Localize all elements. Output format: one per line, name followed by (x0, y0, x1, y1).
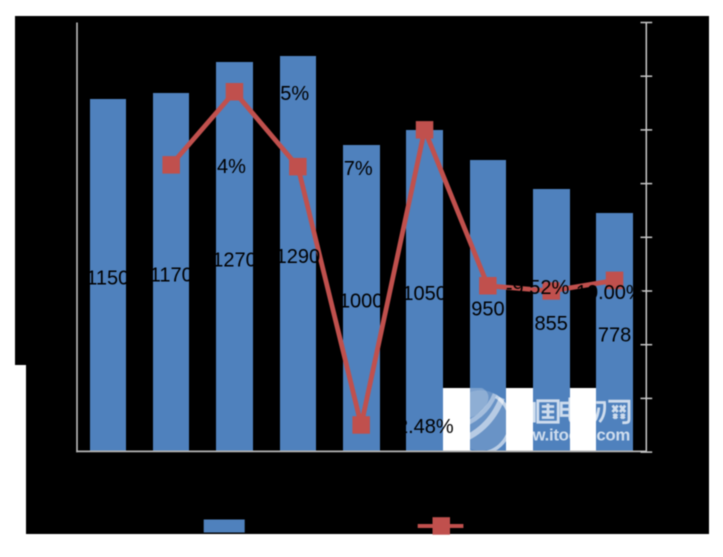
svg-text:1170: 1170 (150, 265, 193, 287)
svg-text:855: 855 (535, 313, 568, 335)
svg-text:778: 778 (598, 325, 631, 347)
svg-text:1150: 1150 (86, 268, 129, 290)
svg-text:-10.00%: -10.00% (569, 282, 644, 304)
svg-text:1.74%: 1.74% (189, 156, 246, 178)
svg-text:1.57%: 1.57% (316, 158, 373, 180)
svg-text:1050: 1050 (402, 283, 447, 305)
svg-text:1290: 1290 (276, 246, 321, 268)
svg-text:950: 950 (471, 298, 504, 320)
svg-text:1270: 1270 (212, 249, 257, 271)
svg-text:8.55%: 8.55% (253, 83, 310, 105)
svg-text:-9.52%: -9.52% (506, 277, 570, 299)
svg-text:-22.48%: -22.48% (379, 416, 454, 438)
svg-text:www.itocar.com: www.itocar.com (506, 426, 630, 445)
svg-text:1000: 1000 (339, 291, 384, 313)
